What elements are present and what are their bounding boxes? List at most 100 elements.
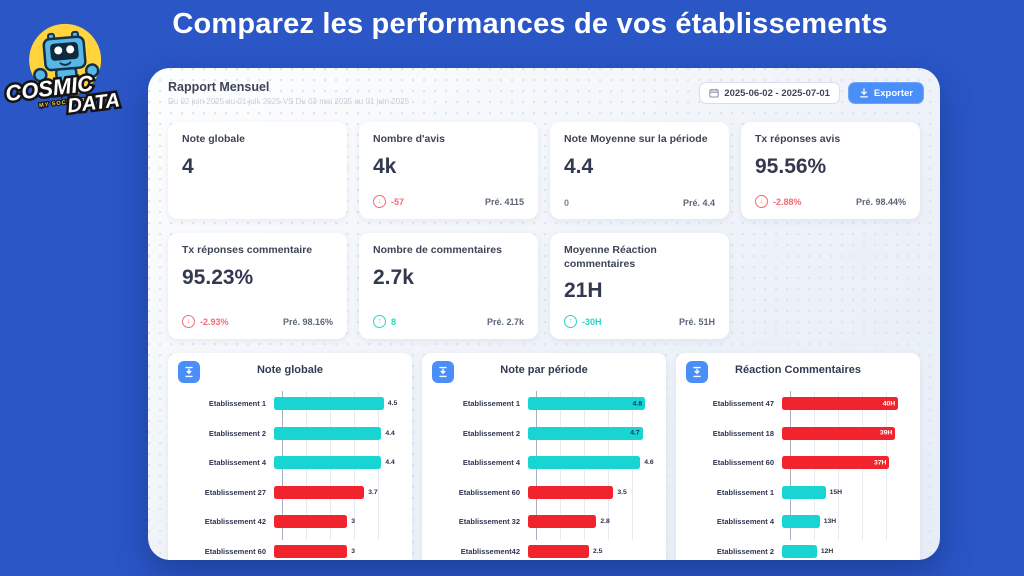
date-range-picker[interactable]: 2025-06-02 - 2025-07-01 bbox=[699, 82, 840, 104]
chart-row: Etablissement 32 2.8 bbox=[432, 507, 656, 537]
chart-category-label: Etablissement 42 bbox=[204, 517, 266, 527]
chart-row: Etablissement 1 4.8 bbox=[432, 389, 656, 419]
kpi-title: Tx réponses avis bbox=[755, 133, 841, 145]
page-title: Comparez les performances de vos établis… bbox=[172, 8, 888, 40]
chart-bar: 37H bbox=[782, 456, 890, 470]
chart-category-label: Etablissement 47 bbox=[712, 399, 774, 409]
chart-category-label: Etablissement 4 bbox=[462, 458, 520, 468]
chart-bar-track: 39H bbox=[782, 426, 910, 440]
sort-icon-button[interactable] bbox=[432, 361, 454, 383]
chart-row: Etablissement 4 13H bbox=[686, 507, 910, 537]
chart-row: Etablissement42 2.5 bbox=[432, 537, 656, 561]
chart-bar-value: 3.7 bbox=[368, 488, 378, 496]
chart-category-label: Etablissement 2 bbox=[716, 546, 774, 556]
report-subtitle: Du 02 juin 2025 au 01 juil. 2025 VS Du 0… bbox=[168, 97, 410, 106]
kpi-value: 95.56% bbox=[755, 154, 827, 178]
kpi-previous-value: Pré. 4.4 bbox=[682, 198, 715, 208]
chart-bar-track: 12H bbox=[782, 544, 910, 558]
chart-bar-value: 15H bbox=[829, 488, 843, 496]
chart-bar: 39H bbox=[782, 426, 896, 440]
kpi-value: 2.7k bbox=[373, 265, 414, 289]
chart-bar bbox=[782, 485, 826, 499]
arrow-down-circle-icon: ↓ bbox=[755, 195, 768, 208]
cosmic-data-logo[interactable]: COSMIC MY SOCIAL ROOM DATA bbox=[1, 20, 134, 120]
kpi-value: 4.4 bbox=[564, 154, 594, 178]
charts-row: Note globale Etablissement 1 4.5 Etablissem… bbox=[168, 353, 920, 560]
chart-bar bbox=[274, 456, 382, 470]
chart-category-label: Etablissement 2 bbox=[208, 428, 266, 438]
kpi-footer: ↓ -57 Pré. 4115 bbox=[373, 195, 524, 208]
chart-bar bbox=[528, 485, 614, 499]
chart-plot-area: Etablissement 47 40H Etablissement 18 39H Et… bbox=[686, 389, 910, 560]
kpi-title: Tx réponses commentaire bbox=[182, 244, 313, 256]
chart-bar-value: 4.4 bbox=[385, 459, 395, 467]
chart-row: Etablissement 60 3.5 bbox=[432, 478, 656, 508]
chart-category-label: Etablissement 4 bbox=[716, 517, 774, 527]
chart-bar: 4.7 bbox=[528, 426, 643, 440]
kpi-previous-value: Pré. 51H bbox=[678, 316, 715, 327]
chart-bar-track: 37H bbox=[782, 456, 910, 470]
chart-bar bbox=[274, 515, 348, 529]
chart-category-label: Etablissement 4 bbox=[208, 458, 266, 468]
chart-bar bbox=[274, 544, 348, 558]
chart-bar-value: 4.7 bbox=[630, 429, 640, 437]
sort-icon-button[interactable] bbox=[686, 361, 708, 383]
kpi-delta-value: -2.93% bbox=[200, 316, 229, 327]
kpi-delta: ↓ -57 bbox=[373, 195, 404, 208]
chart-bar-track: 40H bbox=[782, 397, 910, 411]
arrow-up-circle-icon: ↑ bbox=[373, 315, 386, 328]
kpi-card: Note globale 4 bbox=[168, 122, 347, 219]
chart-row: Etablissement 18 39H bbox=[686, 419, 910, 449]
chart-row: Etablissement 60 37H bbox=[686, 448, 910, 478]
kpi-title: Note globale bbox=[182, 133, 246, 145]
chart-bar bbox=[274, 426, 382, 440]
kpi-card: Tx réponses avis 95.56% ↓ -2.88% Pré. 98.44% bbox=[741, 122, 920, 219]
chart-bar-track: 3.7 bbox=[274, 485, 402, 499]
chart-bar bbox=[274, 485, 365, 499]
kpi-footer: 0 Pré. 4.4 bbox=[564, 198, 715, 208]
chart-category-label: Etablissement 32 bbox=[458, 517, 520, 527]
chart-bar-value: 4.4 bbox=[385, 429, 395, 437]
kpi-card: Nombre de commentaires 2.7k ↑ 8 Pré. 2.7k bbox=[359, 233, 538, 339]
chart-bar-track: 4.6 bbox=[528, 456, 656, 470]
kpi-title: Nombre de commentaires bbox=[373, 244, 502, 256]
chart-bar-value: 12H bbox=[820, 547, 834, 555]
chart-row: Etablissement 4 4.6 bbox=[432, 448, 656, 478]
kpi-previous-value: Pré. 98.44% bbox=[855, 196, 906, 207]
arrow-down-circle-icon: ↓ bbox=[373, 195, 386, 208]
kpi-card: Note Moyenne sur la période 4.4 0 Pré. 4.4 bbox=[550, 122, 729, 219]
date-range-value: 2025-06-02 - 2025-07-01 bbox=[724, 87, 830, 99]
kpi-card: Tx réponses commentaire 95.23% ↓ -2.93% Pré.… bbox=[168, 233, 347, 339]
chart-bar-value: 2.8 bbox=[600, 518, 610, 526]
chart-bar-value: 4.8 bbox=[632, 400, 643, 408]
export-button[interactable]: Exporter bbox=[847, 82, 924, 104]
chart-header: Réaction Commentaires bbox=[686, 361, 910, 383]
chart-card: Note par période Etablissement 1 4.8 Etabli… bbox=[422, 353, 666, 560]
sort-icon-button[interactable] bbox=[178, 361, 200, 383]
chart-plot-area: Etablissement 1 4.8 Etablissement 2 4.7 Etab… bbox=[432, 389, 656, 560]
chart-bar-value: 13H bbox=[823, 518, 837, 526]
kpi-footer: ↑ -30H Pré. 51H bbox=[564, 315, 715, 328]
kpi-value: 4 bbox=[182, 154, 194, 178]
chart-bar-value: 3.5 bbox=[617, 488, 627, 496]
chart-category-label: Etablissement 60 bbox=[712, 458, 774, 468]
arrow-up-circle-icon: ↑ bbox=[564, 315, 577, 328]
chart-bar-track: 3 bbox=[274, 515, 402, 529]
kpi-value: 95.23% bbox=[182, 265, 254, 289]
chart-bar-value: 3 bbox=[351, 547, 355, 555]
chart-row: Etablissement 2 4.4 bbox=[178, 419, 402, 449]
kpi-previous-value: Pré. 4115 bbox=[484, 196, 524, 207]
chart-header: Note globale bbox=[178, 361, 402, 383]
kpi-footer: ↓ -2.88% Pré. 98.44% bbox=[755, 195, 906, 208]
kpi-delta: ↓ -2.88% bbox=[755, 195, 802, 208]
chart-bar-track: 15H bbox=[782, 485, 910, 499]
kpi-delta-value: -2.88% bbox=[773, 196, 802, 207]
chart-title: Note globale bbox=[256, 364, 323, 376]
kpi-title: Note Moyenne sur la période bbox=[564, 133, 708, 145]
kpi-value: 4k bbox=[373, 154, 397, 178]
report-controls: 2025-06-02 - 2025-07-01 Exporter bbox=[699, 82, 924, 104]
kpi-title: Moyenne Réaction commentaires bbox=[564, 244, 657, 270]
kpi-value: 21H bbox=[564, 279, 603, 303]
chart-bar-value: 3 bbox=[351, 518, 355, 526]
